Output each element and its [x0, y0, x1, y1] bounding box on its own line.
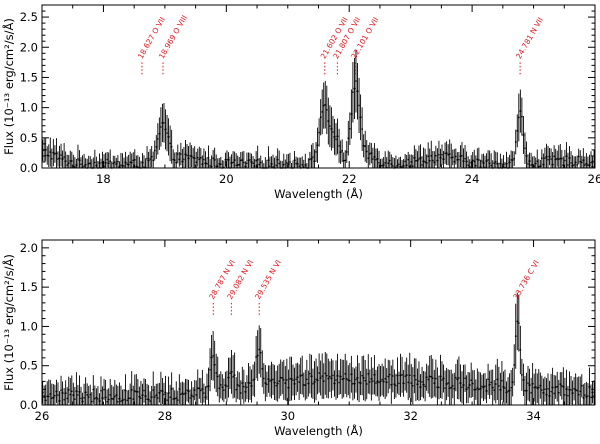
plot-frame [41, 4, 596, 169]
y-tick-label: 1.5 [20, 70, 38, 84]
y-tick-label: 1.0 [20, 101, 38, 115]
y-tick-label: 1.0 [20, 319, 38, 333]
y-tick-label: 0.0 [20, 161, 38, 175]
x-tick-label: 34 [526, 409, 541, 423]
y-tick-label: 0.5 [20, 359, 38, 373]
line-id-label: 33.736 C VI [511, 259, 541, 301]
top-panel: 18 20 22 24 26 0.0 0.5 1.0 1.5 2.0 2.5 Wavelength (… [1, 4, 600, 201]
y-tick-label: 0.5 [20, 131, 38, 145]
bottom-panel: 26 28 30 32 34 0.0 0.5 1.0 1.5 2.0 Wavelength (Å) F… [1, 239, 596, 438]
x-tick-label: 22 [342, 172, 357, 186]
line-id-label: 24.781 N VII [514, 16, 545, 60]
y-axis-title: Flux (10⁻¹³ erg/cm²/s/Å) [1, 254, 16, 391]
spectrum-data [41, 49, 595, 169]
y-tick-label: 1.5 [20, 280, 38, 294]
x-tick-label: 18 [96, 172, 111, 186]
x-tick-label: 26 [588, 172, 600, 186]
y-tick-label: 2.0 [20, 40, 38, 54]
y-axis-title: Flux (10⁻¹³ erg/cm²/s/Å) [1, 18, 16, 155]
y-tick-label: 0.0 [20, 398, 38, 412]
x-tick-label: 28 [158, 409, 173, 423]
x-tick-label: 26 [35, 409, 50, 423]
x-axis-title: Wavelength (Å) [274, 423, 363, 438]
y-tick-label: 2.0 [20, 241, 38, 255]
line-id-label: 29.535 N VI [253, 258, 283, 301]
y-tick-label: 2.5 [20, 10, 38, 24]
x-tick-label: 30 [280, 409, 295, 423]
x-tick-label: 20 [219, 172, 234, 186]
x-tick-label: 24 [465, 172, 480, 186]
x-tick-label: 32 [403, 409, 418, 423]
spectrum-data [41, 292, 595, 405]
plot-frame [41, 239, 596, 406]
x-axis-title: Wavelength (Å) [274, 186, 363, 201]
